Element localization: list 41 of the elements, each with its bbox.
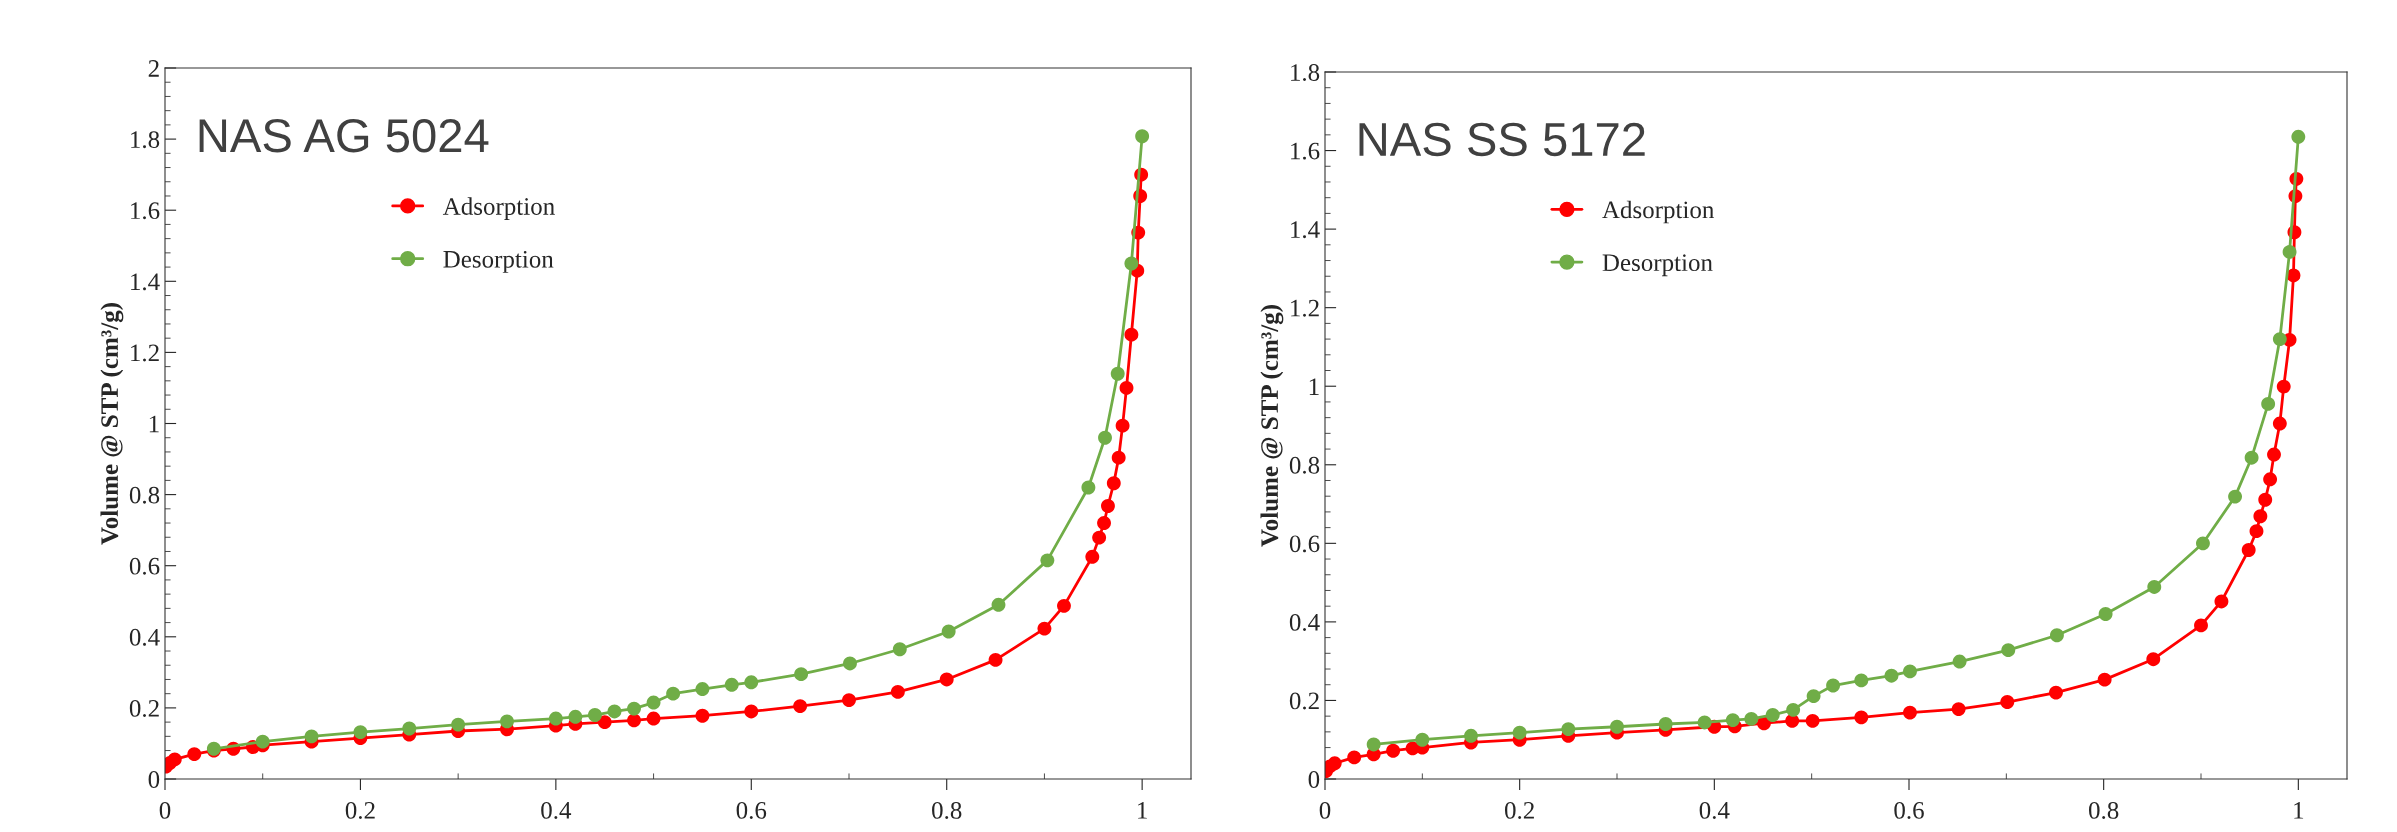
y-tick-label: 0.8 [1289, 456, 1320, 474]
x-tick-label: 0.8 [932, 801, 962, 819]
y-tick-label: 0.4 [129, 628, 160, 646]
x-tick-label: 0.6 [1894, 801, 1924, 819]
legend-label: Adsorption [1602, 200, 1715, 224]
y-axis-title: Volume @ STP (cm³/g) [100, 303, 124, 545]
y-tick-label: 1.8 [1291, 64, 1320, 82]
x-tick-label: 0 [159, 801, 171, 819]
text: NAS AG 5024 [199, 119, 489, 153]
x-tick-label: 0.2 [1504, 801, 1534, 819]
y-tick-label: 1 [1309, 378, 1319, 395]
y-tick-label: 1.4 [131, 273, 160, 291]
y-tick-label: 0 [1308, 771, 1320, 788]
y-tick-label: 1.2 [1291, 299, 1319, 317]
y-tick-label: 0.4 [1289, 613, 1320, 631]
y-tick-label: 1.6 [131, 202, 160, 220]
y-tick-label: 0 [148, 771, 160, 788]
y-tick-label: 0.2 [129, 699, 159, 717]
y-tick-label: 1.8 [131, 131, 160, 149]
y-tick-label: 0.2 [1289, 692, 1319, 710]
x-tick-label: 0.4 [541, 801, 572, 819]
x-tick-label: 0.8 [2088, 801, 2119, 819]
legend-label: Adsorption [442, 197, 555, 220]
y-tick-label: 0.8 [129, 486, 160, 504]
x-tick-label: 1 [2294, 802, 2304, 819]
y-tick-label: 1.6 [1291, 142, 1320, 160]
y-tick-label: 0.6 [1289, 535, 1320, 553]
x-tick-label: 0.2 [345, 801, 375, 819]
y-tick-label: 2 [148, 60, 159, 77]
y-tick-label: 1.2 [131, 344, 159, 362]
legend-label: Desorption [1602, 254, 1713, 277]
x-tick-label: 0.4 [1699, 801, 1730, 819]
y-tick-label: 0.6 [129, 557, 160, 575]
y-axis-title: Volume @ STP (cm³/g) [1260, 305, 1284, 547]
y-tick-label: 1 [149, 415, 159, 433]
x-tick-label: 0.6 [736, 801, 767, 819]
legend-label: Desorption [443, 250, 554, 273]
y-tick-label: 1.4 [1291, 221, 1320, 239]
x-tick-label: 1 [1138, 802, 1147, 819]
text: NAS SS 5172 [1359, 122, 1645, 157]
x-tick-label: 0 [1319, 801, 1331, 819]
